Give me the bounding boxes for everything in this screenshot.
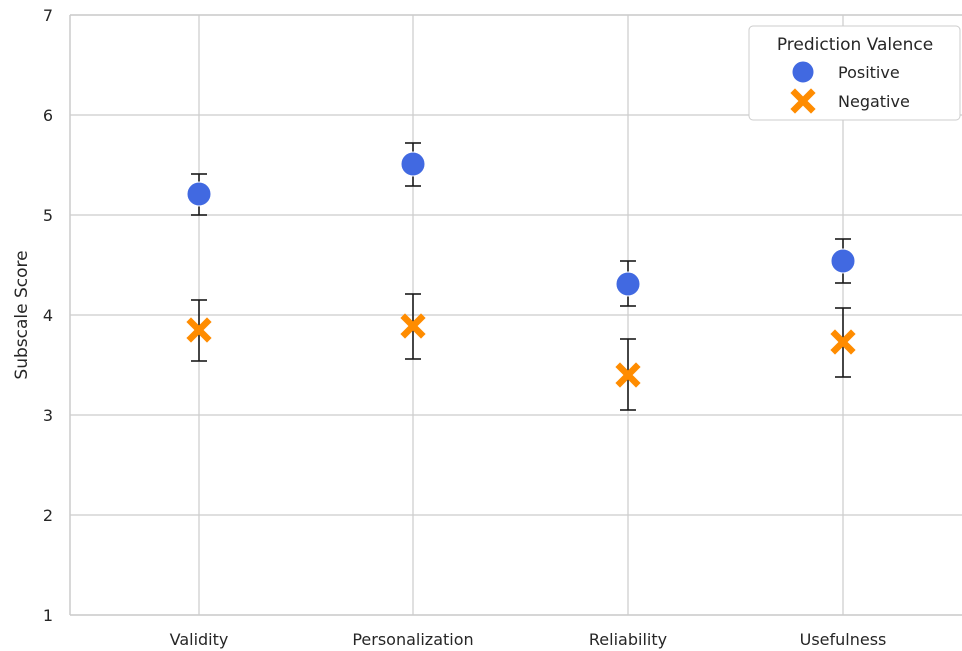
legend-label: Positive bbox=[838, 63, 900, 82]
x-tick-label: Usefulness bbox=[800, 630, 887, 649]
y-tick-label: 7 bbox=[43, 6, 53, 25]
x-tick-labels: Validity Personalization Reliability Useful… bbox=[170, 630, 887, 649]
y-tick-label: 5 bbox=[43, 206, 53, 225]
legend-title: Prediction Valence bbox=[777, 35, 933, 55]
y-tick-label: 3 bbox=[43, 406, 53, 425]
y-tick-label: 4 bbox=[43, 306, 53, 325]
y-axis-label: Subscale Score bbox=[12, 250, 32, 379]
data-point-positive bbox=[187, 182, 211, 206]
x-tick-label: Validity bbox=[170, 630, 229, 649]
error-bars bbox=[191, 143, 851, 410]
x-tick-label: Personalization bbox=[352, 630, 473, 649]
data-point-positive bbox=[616, 272, 640, 296]
legend: Prediction Valence Positive Negative bbox=[749, 26, 960, 120]
data-markers bbox=[187, 152, 855, 383]
legend-label: Negative bbox=[838, 92, 910, 111]
x-tick-label: Reliability bbox=[589, 630, 667, 649]
y-tick-labels: 1 2 3 4 5 6 7 bbox=[43, 6, 53, 625]
y-tick-label: 2 bbox=[43, 506, 53, 525]
data-point-positive bbox=[401, 152, 425, 176]
y-tick-label: 6 bbox=[43, 106, 53, 125]
legend-marker-positive bbox=[792, 61, 814, 83]
data-point-positive bbox=[831, 249, 855, 273]
y-tick-label: 1 bbox=[43, 606, 53, 625]
